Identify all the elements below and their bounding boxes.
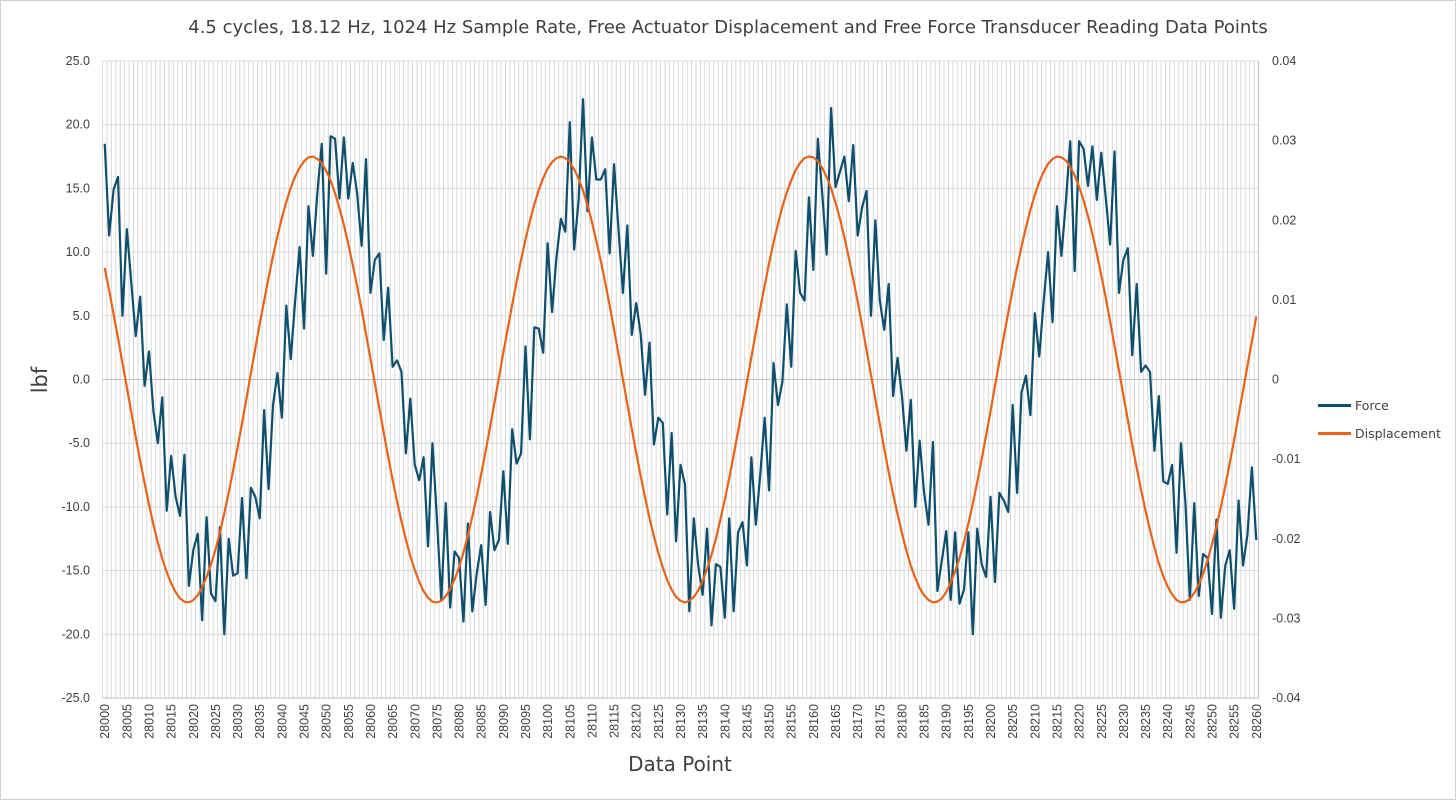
y2-tick-label: 0.02 [1272,213,1296,227]
x-tick-label: 28190 [940,704,954,739]
chart-title: 4.5 cycles, 18.12 Hz, 1024 Hz Sample Rat… [188,17,1268,38]
x-tick-label: 28035 [253,704,267,739]
tick-labels: 25.0 20.0 15.0 10.0 5.0 0.0 -5.0 -10.0 -15.0 -20.… [62,54,1301,739]
y-tick-label: -10.0 [62,500,91,514]
x-tick-label: 28045 [298,704,312,739]
x-tick-label: 28225 [1095,704,1109,739]
y-tick-label: 15.0 [66,181,90,195]
x-tick-label: 28015 [165,704,179,739]
x-tick-label: 28060 [364,704,378,739]
y2-tick-label: 0 [1272,373,1279,387]
x-tick-label: 28230 [1117,704,1131,739]
y2-tick-label: -0.03 [1272,611,1301,625]
x-tick-label: 28110 [585,704,599,738]
x-tick-label: 28105 [563,704,577,739]
x-tick-label: 28170 [851,704,865,739]
x-tick-label: 28055 [342,704,356,739]
y-tick-label: 25.0 [66,54,90,68]
x-tick-label: 28150 [763,704,777,739]
x-tick-label: 28255 [1228,704,1242,739]
x-tick-label: 28185 [918,704,932,739]
y2-tick-label: 0.01 [1272,293,1296,307]
x-tick-label: 28125 [652,704,666,739]
y-tick-label: -5.0 [68,436,90,450]
y-tick-label: -20.0 [62,627,91,641]
legend-label-displacement: Displacement [1355,426,1441,441]
legend-item-displacement: Displacement [1318,426,1441,441]
x-tick-label: 28065 [386,704,400,739]
y-tick-label: -15.0 [62,564,91,578]
x-tick-label: 28245 [1183,704,1197,739]
series-line-force [103,98,1258,636]
x-tick-label: 28095 [519,704,533,739]
legend-swatch-force [1318,404,1351,407]
x-tick-label: 28020 [187,704,201,739]
x-tick-label: 28155 [785,704,799,739]
x-tick-label: 28005 [120,704,134,739]
x-tick-label: 28010 [143,704,157,739]
x-tick-label: 28135 [696,704,710,739]
x-tick-label: 28200 [984,704,998,739]
legend-label-force: Force [1355,398,1389,413]
x-tick-label: 28100 [541,704,555,739]
x-tick-label: 28075 [430,704,444,739]
x-tick-label: 28180 [895,704,909,739]
x-tick-label: 28140 [718,704,732,739]
x-tick-label: 28210 [1028,704,1042,739]
y2-tick-label: 0.03 [1272,134,1296,148]
x-tick-label: 28025 [209,704,223,739]
y2-tick-label: 0.04 [1272,54,1296,68]
x-tick-label: 28130 [674,704,688,739]
x-tick-label: 28000 [98,704,112,739]
x-tick-label: 28040 [275,704,289,739]
x-tick-label: 28250 [1205,704,1219,739]
x-tick-label: 28120 [630,704,644,739]
y2-tick-label: -0.01 [1272,452,1301,466]
x-tick-label: 28260 [1250,704,1264,739]
x-tick-label: 28165 [829,704,843,739]
x-tick-label: 28175 [873,704,887,739]
x-tick-label: 28030 [231,704,245,739]
x-tick-label: 28160 [807,704,821,739]
y-tick-label: -25.0 [62,691,91,705]
x-tick-label: 28145 [740,704,754,739]
x-tick-label: 28220 [1073,704,1087,739]
series-lines [103,98,1258,636]
legend-item-force: Force [1318,398,1389,413]
x-tick-label: 28205 [1006,704,1020,739]
y-tick-label: 10.0 [66,245,90,259]
y2-tick-label: -0.02 [1272,532,1301,546]
x-tick-label: 28235 [1139,704,1153,739]
x-tick-label: 28240 [1161,704,1175,739]
x-axis-title: Data Point [628,752,732,776]
y2-tick-label: -0.04 [1272,691,1301,705]
x-tick-label: 28215 [1050,704,1064,739]
x-tick-label: 28115 [608,704,622,738]
y-tick-label: 0.0 [73,373,90,387]
x-tick-label: 28050 [320,704,334,739]
x-tick-label: 28080 [453,704,467,739]
x-tick-label: 28090 [497,704,511,739]
y-tick-label: 5.0 [73,309,90,323]
legend-swatch-displacement [1318,432,1351,435]
x-tick-label: 28195 [962,704,976,739]
x-tick-label: 28085 [475,704,489,739]
y-tick-label: 20.0 [66,118,90,132]
x-tick-label: 28070 [408,704,422,739]
